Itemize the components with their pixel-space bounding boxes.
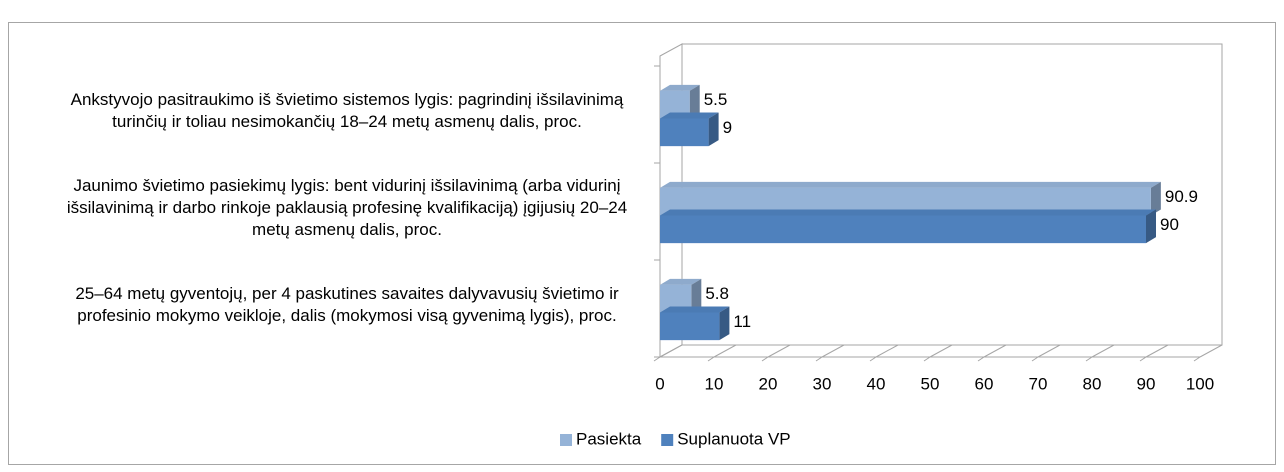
- bar-front: [660, 118, 709, 147]
- legend: Pasiekta Suplanuota VP: [560, 429, 791, 448]
- bar-front: [660, 215, 1146, 244]
- bar-side: [708, 112, 719, 147]
- x-tick-label: 70: [1029, 374, 1048, 393]
- x-tick: [875, 344, 899, 358]
- x-tick-mark: [815, 356, 823, 362]
- x-tick-mark: [923, 356, 931, 362]
- x-tick: [983, 344, 1007, 358]
- bar: [660, 112, 719, 147]
- x-tick: [1145, 344, 1169, 358]
- bar: [660, 209, 1156, 244]
- data-label: 90.9: [1165, 187, 1198, 206]
- x-tick: [659, 344, 683, 358]
- x-tick: [1037, 344, 1061, 358]
- x-tick: [929, 344, 953, 358]
- x-tick-label: 50: [921, 374, 940, 393]
- bar-top: [660, 84, 700, 91]
- x-tick-label: 60: [975, 374, 994, 393]
- x-tick: [767, 344, 791, 358]
- x-tick: [713, 344, 737, 358]
- bar-top: [660, 278, 702, 285]
- x-tick: [1199, 344, 1223, 358]
- bar-top: [660, 181, 1161, 188]
- data-label: 9: [723, 118, 732, 137]
- x-tick-mark: [1193, 356, 1201, 362]
- legend-swatch: [661, 434, 674, 446]
- data-label: 5.8: [705, 284, 729, 303]
- data-label: 5.5: [704, 90, 728, 109]
- y-tick-label: Jaunimo švietimo pasiekimų lygis: bent v…: [66, 175, 628, 239]
- x-tick: [1091, 344, 1115, 358]
- x-tick: [821, 344, 845, 358]
- bar-side: [1146, 209, 1156, 244]
- x-tick-mark: [977, 356, 985, 362]
- x-tick-mark: [869, 356, 877, 362]
- x-tick-label: 30: [813, 374, 832, 393]
- x-tick-mark: [1085, 356, 1093, 362]
- bar-side: [689, 84, 700, 119]
- bar-top: [660, 112, 719, 119]
- x-tick-label: 20: [759, 374, 778, 393]
- x-tick-label: 90: [1137, 374, 1156, 393]
- bar-top: [660, 306, 730, 313]
- x-tick-mark: [1139, 356, 1147, 362]
- x-tick-mark: [653, 356, 661, 362]
- bar: [660, 306, 730, 341]
- x-tick-label: 100: [1186, 374, 1214, 393]
- legend-swatch: [560, 434, 572, 446]
- bar-side: [1150, 181, 1161, 216]
- x-tick-mark: [1031, 356, 1039, 362]
- bar-side: [719, 306, 730, 341]
- data-label: 90: [1160, 215, 1179, 234]
- x-tick-label: 10: [705, 374, 724, 393]
- legend-label: Suplanuota VP: [677, 429, 790, 448]
- data-label: 11: [733, 312, 751, 331]
- y-tick-label: 25–64 metų gyventojų, per 4 paskutines s…: [75, 283, 619, 325]
- x-tick-mark: [707, 356, 715, 362]
- bar-side: [691, 278, 702, 313]
- x-tick-label: 0: [655, 374, 664, 393]
- bar-front: [660, 312, 720, 341]
- legend-label: Pasiekta: [576, 429, 642, 448]
- bar-top: [660, 209, 1156, 216]
- x-tick-label: 80: [1083, 374, 1102, 393]
- chart-frame: [8, 22, 1276, 465]
- y-tick-label: Ankstyvojo pasitraukimo iš švietimo sist…: [70, 89, 624, 131]
- x-tick-mark: [761, 356, 769, 362]
- x-tick-label: 40: [867, 374, 886, 393]
